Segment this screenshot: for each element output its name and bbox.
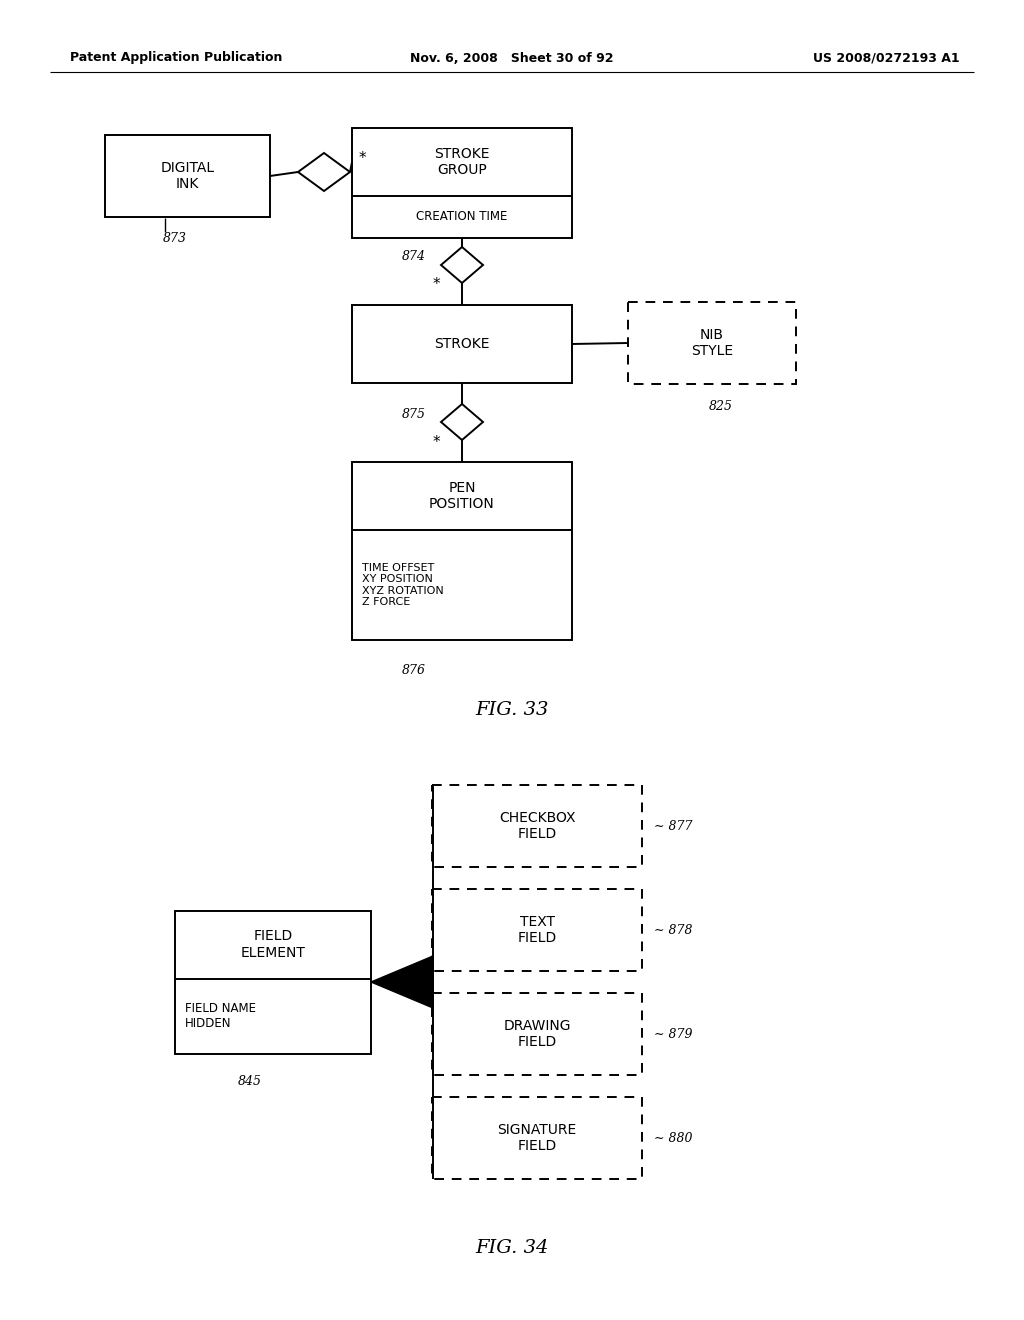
Text: ∼ 880: ∼ 880 (654, 1131, 692, 1144)
Polygon shape (441, 247, 483, 282)
Text: FIELD NAME
HIDDEN: FIELD NAME HIDDEN (185, 1002, 256, 1030)
Text: CHECKBOX
FIELD: CHECKBOX FIELD (499, 810, 575, 841)
Text: ∼ 879: ∼ 879 (654, 1027, 692, 1040)
Bar (352, 305, 572, 383)
Text: 845: 845 (238, 1074, 261, 1088)
Text: TEXT
FIELD: TEXT FIELD (517, 915, 557, 945)
Text: 874: 874 (402, 251, 426, 264)
Text: US 2008/0272193 A1: US 2008/0272193 A1 (813, 51, 961, 65)
Bar (105, 135, 270, 216)
Text: PEN
POSITION: PEN POSITION (429, 480, 495, 511)
Text: DIGITAL
INK: DIGITAL INK (161, 161, 215, 191)
Text: 873: 873 (163, 231, 187, 244)
Text: ∼ 877: ∼ 877 (654, 820, 692, 833)
Text: DRAWING
FIELD: DRAWING FIELD (503, 1019, 570, 1049)
Text: *: * (432, 277, 440, 293)
Bar (432, 785, 642, 867)
Bar (432, 993, 642, 1074)
Polygon shape (371, 956, 433, 1008)
Text: SIGNATURE
FIELD: SIGNATURE FIELD (498, 1123, 577, 1154)
Text: NIB
STYLE: NIB STYLE (691, 327, 733, 358)
Text: *: * (358, 150, 366, 165)
Text: *: * (432, 434, 440, 450)
Text: STROKE
GROUP: STROKE GROUP (434, 147, 489, 177)
Bar (175, 911, 371, 1053)
Bar (432, 888, 642, 972)
Polygon shape (441, 404, 483, 440)
Text: FIG. 33: FIG. 33 (475, 701, 549, 719)
Bar (628, 302, 796, 384)
Text: FIELD
ELEMENT: FIELD ELEMENT (241, 929, 305, 960)
Text: STROKE: STROKE (434, 337, 489, 351)
Text: CREATION TIME: CREATION TIME (417, 210, 508, 223)
Bar (432, 1097, 642, 1179)
Text: Patent Application Publication: Patent Application Publication (70, 51, 283, 65)
Text: Nov. 6, 2008   Sheet 30 of 92: Nov. 6, 2008 Sheet 30 of 92 (411, 51, 613, 65)
Text: 825: 825 (709, 400, 732, 412)
Text: TIME OFFSET
XY POSITION
XYZ ROTATION
Z FORCE: TIME OFFSET XY POSITION XYZ ROTATION Z F… (362, 562, 443, 607)
Text: 875: 875 (402, 408, 426, 421)
Text: ∼ 878: ∼ 878 (654, 924, 692, 936)
Text: 876: 876 (401, 664, 426, 676)
Bar (352, 128, 572, 238)
Bar (352, 462, 572, 640)
Polygon shape (298, 153, 350, 191)
Text: FIG. 34: FIG. 34 (475, 1239, 549, 1257)
